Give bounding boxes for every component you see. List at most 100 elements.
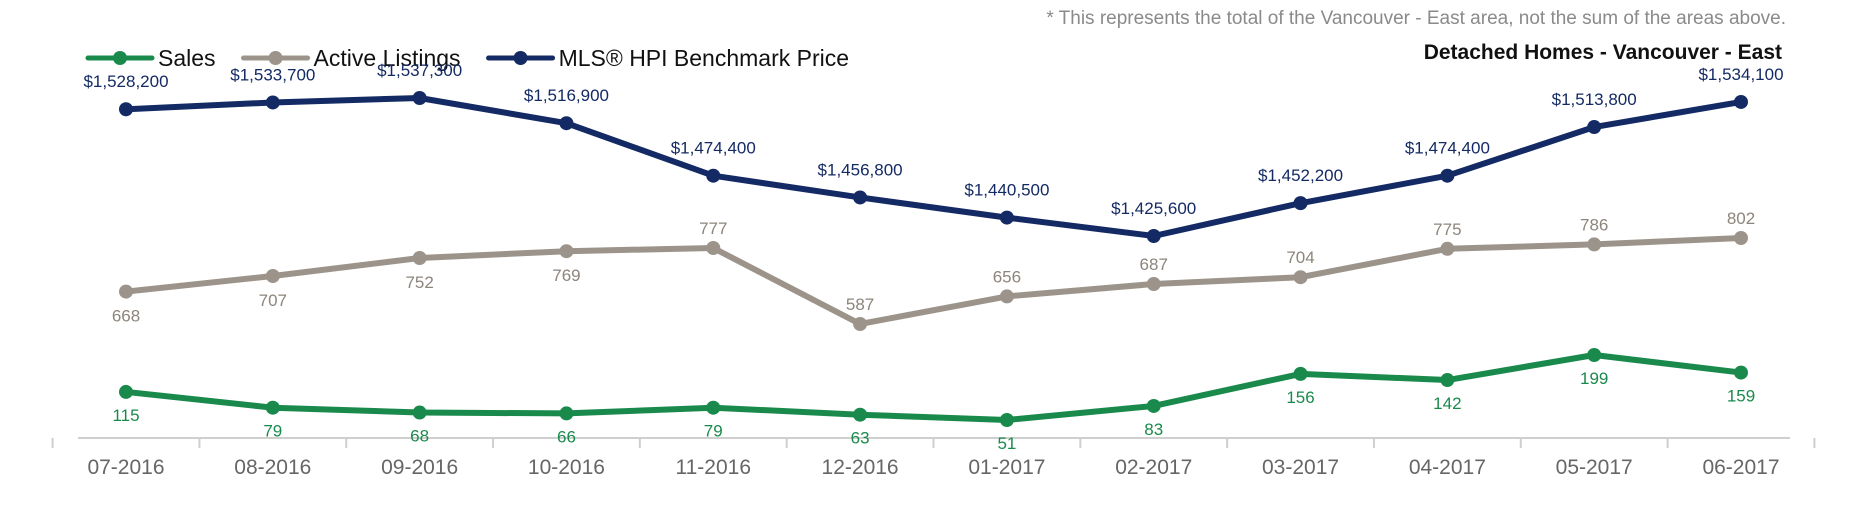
data-point bbox=[1440, 373, 1455, 388]
legend-item-2: MLS® HPI Benchmark Price bbox=[486, 45, 849, 71]
data-label: 199 bbox=[1580, 369, 1608, 388]
data-point bbox=[706, 168, 721, 183]
data-point bbox=[412, 251, 427, 265]
data-label: $1,474,400 bbox=[671, 139, 756, 158]
series-0: 115 79 68 66 79 63 51 83 156 142 199 159 bbox=[112, 348, 1755, 453]
data-point bbox=[706, 241, 721, 255]
data-point bbox=[999, 210, 1014, 225]
data-label: 66 bbox=[557, 427, 576, 446]
x-tick-label: 02-2017 bbox=[1115, 456, 1192, 479]
data-label: 79 bbox=[704, 422, 723, 441]
x-tick-label: 08-2016 bbox=[234, 456, 311, 479]
data-point bbox=[1146, 398, 1161, 413]
data-label: $1,534,100 bbox=[1698, 65, 1783, 84]
x-tick-label: 06-2017 bbox=[1702, 456, 1779, 479]
data-point bbox=[1146, 229, 1161, 243]
data-label: $1,516,900 bbox=[524, 86, 609, 105]
legend-label: MLS® HPI Benchmark Price bbox=[559, 45, 849, 71]
data-label: $1,537,300 bbox=[377, 61, 462, 80]
data-label: 83 bbox=[1144, 420, 1163, 439]
data-label: 159 bbox=[1727, 387, 1755, 406]
data-point bbox=[853, 407, 868, 422]
data-point bbox=[1440, 168, 1455, 183]
x-tick-label: 07-2016 bbox=[87, 456, 164, 479]
data-point bbox=[1293, 366, 1308, 381]
x-tick-label: 04-2017 bbox=[1409, 456, 1486, 479]
series-line bbox=[123, 95, 1744, 239]
legend-swatch-marker bbox=[113, 51, 127, 65]
data-point bbox=[119, 284, 133, 299]
data-label: $1,440,500 bbox=[964, 181, 1049, 200]
data-label: 156 bbox=[1286, 388, 1314, 407]
data-point bbox=[559, 406, 574, 421]
series-line bbox=[123, 235, 1744, 327]
data-point bbox=[412, 91, 427, 105]
data-label: $1,456,800 bbox=[818, 160, 903, 179]
data-point bbox=[1146, 277, 1161, 291]
x-tick-label: 05-2017 bbox=[1556, 456, 1633, 479]
data-label: 704 bbox=[1286, 248, 1314, 267]
data-label: $1,513,800 bbox=[1552, 90, 1637, 109]
data-label: 656 bbox=[993, 267, 1021, 286]
data-point bbox=[265, 95, 280, 110]
data-label: 707 bbox=[259, 291, 287, 310]
data-point bbox=[119, 384, 133, 399]
data-point bbox=[1440, 241, 1455, 256]
x-tick-label: 09-2016 bbox=[381, 456, 458, 479]
x-tick-label: 03-2017 bbox=[1262, 456, 1339, 479]
legend: Sales Active Listings MLS® HPI Benchmark P… bbox=[85, 45, 849, 71]
data-label: 115 bbox=[112, 406, 139, 425]
data-point bbox=[1734, 94, 1748, 109]
series-2: $1,528,200 $1,533,700 $1,537,300 $1,516,900… bbox=[83, 61, 1784, 243]
data-point bbox=[853, 190, 868, 205]
series-1: 668 707 752 769 777 587 656 687 704 775 786 802 bbox=[112, 209, 1755, 331]
data-label: 668 bbox=[112, 307, 140, 326]
data-point bbox=[999, 289, 1014, 304]
data-point bbox=[706, 400, 721, 415]
legend-swatch-marker bbox=[513, 51, 528, 65]
data-point bbox=[265, 269, 280, 283]
x-tick-label: 01-2017 bbox=[968, 456, 1045, 479]
data-label: $1,452,200 bbox=[1258, 166, 1343, 185]
series-layer: 115 79 68 66 79 63 51 83 156 142 199 159 668 707 752 76… bbox=[83, 61, 1783, 453]
data-point bbox=[1587, 348, 1602, 362]
data-point bbox=[853, 317, 868, 331]
data-point bbox=[1293, 196, 1308, 211]
data-point bbox=[1734, 365, 1748, 380]
data-point bbox=[265, 400, 280, 415]
data-label: 63 bbox=[851, 429, 870, 448]
data-label: 802 bbox=[1727, 209, 1755, 228]
data-point bbox=[1587, 120, 1602, 135]
data-label: 752 bbox=[405, 273, 433, 292]
data-label: 775 bbox=[1433, 220, 1461, 239]
data-point bbox=[119, 102, 133, 117]
data-point bbox=[1587, 237, 1602, 252]
chart-title: Detached Homes - Vancouver - East bbox=[1424, 41, 1782, 64]
data-point bbox=[1293, 270, 1308, 285]
data-point bbox=[559, 244, 574, 259]
x-tick-label: 12-2016 bbox=[822, 456, 899, 479]
data-label: $1,528,200 bbox=[83, 72, 168, 91]
data-label: $1,533,700 bbox=[230, 65, 315, 84]
legend-item-1: Active Listings bbox=[241, 45, 461, 71]
x-axis: 07-2016 08-2016 09-2016 10-2016 11-2016 12-20… bbox=[51, 437, 1816, 479]
data-label: 769 bbox=[552, 266, 580, 285]
legend-label: Active Listings bbox=[314, 45, 461, 71]
data-point bbox=[1734, 231, 1748, 245]
x-tick-label: 11-2016 bbox=[676, 456, 752, 479]
series-line bbox=[123, 352, 1744, 423]
data-label: 142 bbox=[1433, 394, 1461, 413]
data-label: 68 bbox=[410, 427, 429, 446]
legend-swatch-marker bbox=[268, 51, 283, 65]
data-label: $1,425,600 bbox=[1111, 199, 1196, 218]
data-label: 79 bbox=[263, 422, 282, 441]
data-point bbox=[412, 405, 427, 420]
data-point bbox=[999, 413, 1014, 427]
data-label: 587 bbox=[846, 295, 874, 314]
data-label: 51 bbox=[997, 434, 1016, 453]
data-label: 786 bbox=[1580, 215, 1608, 234]
chart-footnote: * This represents the total of the Vanco… bbox=[1046, 8, 1786, 29]
data-point bbox=[559, 116, 574, 131]
